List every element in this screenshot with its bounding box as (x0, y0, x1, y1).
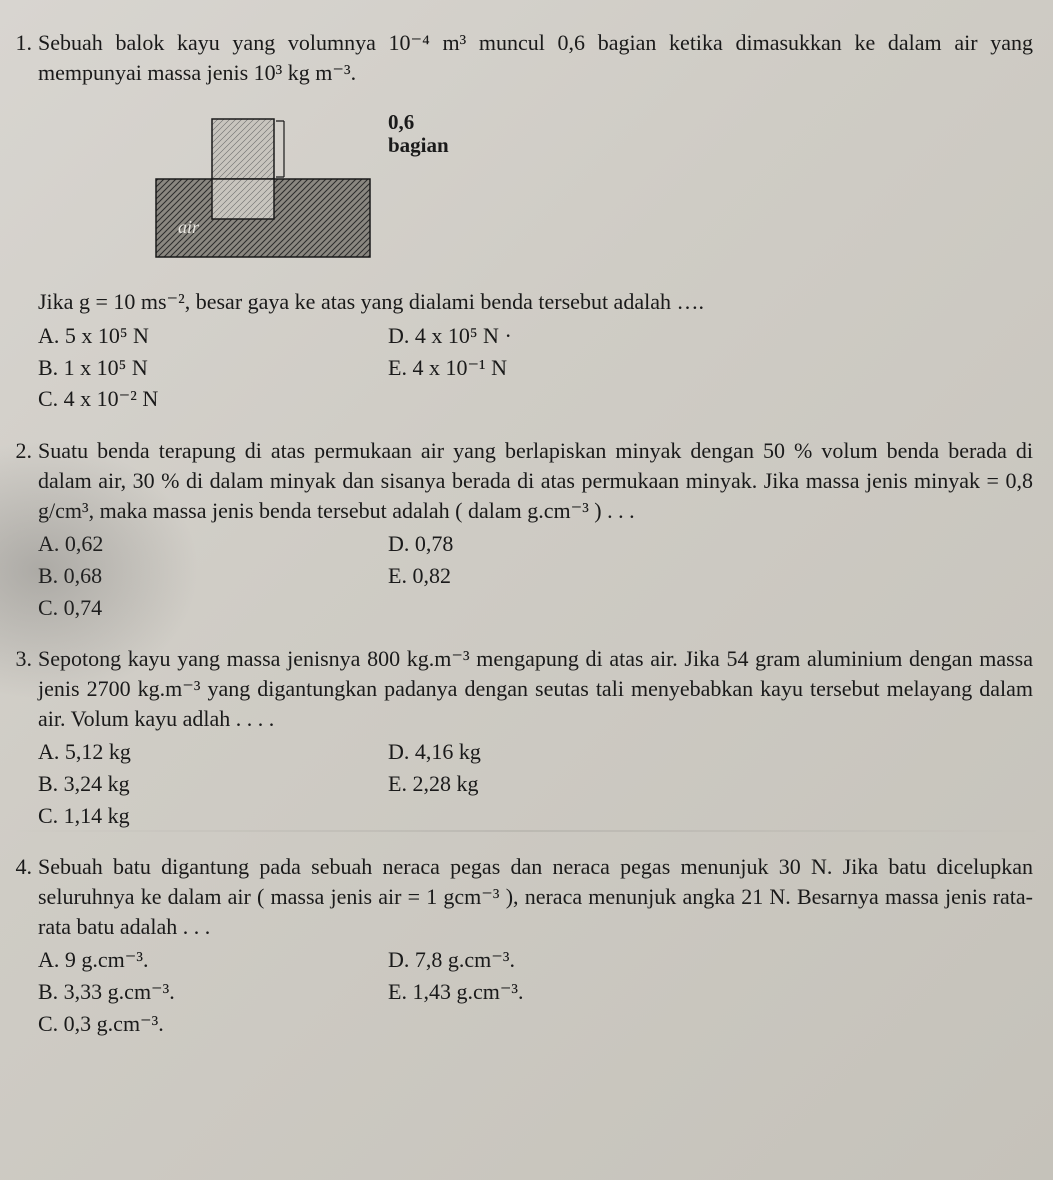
q1-opt-b: B. 1 x 10⁵ N (38, 353, 358, 383)
q3-opt-d: D. 4,16 kg (388, 737, 1033, 767)
q4-options: A. 9 g.cm⁻³. D. 7,8 g.cm⁻³. B. 3,33 g.cm… (8, 945, 1033, 1038)
question-4: 4. Sebuah batu digantung pada sebuah ner… (8, 852, 1033, 1038)
question-1: 1. Sebuah balok kayu yang volumnya 10⁻⁴ … (8, 28, 1033, 414)
q3-opt-b: B. 3,24 kg (38, 769, 358, 799)
block-above (212, 119, 274, 179)
q1-post: Jika g = 10 ms⁻², besar gaya ke atas yan… (8, 287, 1033, 317)
q1-number: 1. (8, 28, 38, 58)
q4-opt-a: A. 9 g.cm⁻³. (38, 945, 358, 975)
q3-opt-e: E. 2,28 kg (388, 769, 1033, 799)
q4-opt-c: C. 0,3 g.cm⁻³. (38, 1009, 358, 1039)
q3-options: A. 5,12 kg D. 4,16 kg B. 3,24 kg E. 2,28… (8, 737, 1033, 830)
q2-opt-c: C. 0,74 (38, 593, 358, 623)
fig-label-value: 0,6 (388, 111, 449, 134)
figure-label: 0,6 bagian (388, 111, 449, 157)
q1-options: A. 5 x 10⁵ N D. 4 x 10⁵ N · B. 1 x 10⁵ N… (8, 321, 1033, 414)
q1-stem: Sebuah balok kayu yang volumnya 10⁻⁴ m³ … (38, 28, 1033, 87)
block-below (212, 179, 274, 219)
q1-opt-a: A. 5 x 10⁵ N (38, 321, 358, 351)
q4-stem: Sebuah batu digantung pada sebuah neraca… (38, 852, 1033, 941)
q2-opt-b: B. 0,68 (38, 561, 358, 591)
floating-block-diagram: air (148, 105, 378, 265)
q1-opt-d: D. 4 x 10⁵ N · (388, 321, 1033, 351)
fig-label-unit: bagian (388, 134, 449, 157)
q1-figure: air 0,6 bagian (148, 105, 1033, 265)
q2-opt-a: A. 0,62 (38, 529, 358, 559)
q1-opt-c: C. 4 x 10⁻² N (38, 384, 358, 414)
q3-number: 3. (8, 644, 38, 674)
question-2: 2. Suatu benda terapung di atas permukaa… (8, 436, 1033, 622)
water-label: air (178, 217, 200, 237)
paper-crease (0, 830, 1053, 832)
q4-opt-e: E. 1,43 g.cm⁻³. (388, 977, 1033, 1007)
q4-number: 4. (8, 852, 38, 882)
bracket-icon (276, 121, 284, 177)
q4-opt-d: D. 7,8 g.cm⁻³. (388, 945, 1033, 975)
q3-stem: Sepotong kayu yang massa jenisnya 800 kg… (38, 644, 1033, 733)
q2-number: 2. (8, 436, 38, 466)
q2-stem: Suatu benda terapung di atas permukaan a… (38, 436, 1033, 525)
q1-opt-e: E. 4 x 10⁻¹ N (388, 353, 1033, 383)
q2-opt-d: D. 0,78 (388, 529, 1033, 559)
q3-opt-c: C. 1,14 kg (38, 801, 358, 831)
q3-opt-a: A. 5,12 kg (38, 737, 358, 767)
question-3: 3. Sepotong kayu yang massa jenisnya 800… (8, 644, 1033, 830)
q4-opt-b: B. 3,33 g.cm⁻³. (38, 977, 358, 1007)
q2-options: A. 0,62 D. 0,78 B. 0,68 E. 0,82 C. 0,74 (8, 529, 1033, 622)
q2-opt-e: E. 0,82 (388, 561, 1033, 591)
